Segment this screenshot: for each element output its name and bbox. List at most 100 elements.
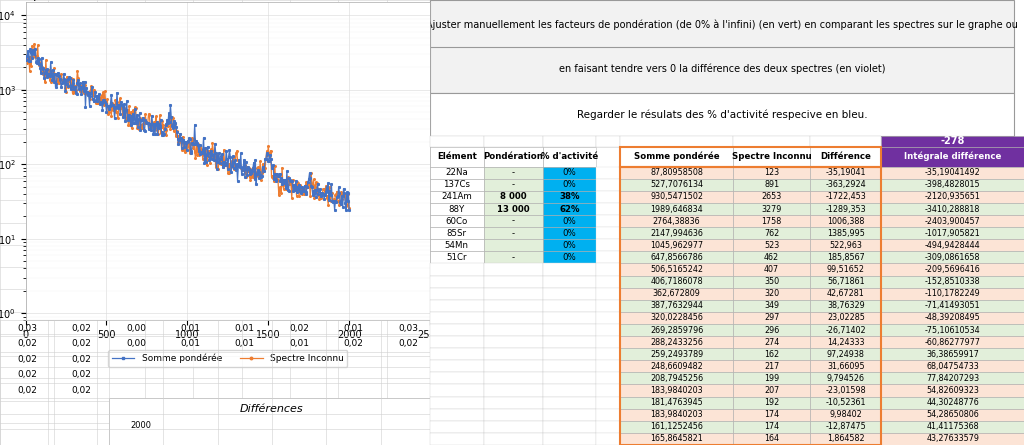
- Legend: Somme pondérée, Spectre Inconnu: Somme pondérée, Spectre Inconnu: [109, 350, 347, 367]
- Bar: [810, 275, 882, 287]
- Text: -1722,453: -1722,453: [825, 192, 866, 202]
- Bar: [882, 396, 1024, 409]
- Bar: [483, 275, 543, 287]
- Text: 0,01: 0,01: [289, 339, 309, 348]
- Text: 269,2859796: 269,2859796: [650, 326, 703, 335]
- Text: 891: 891: [764, 180, 779, 189]
- Text: 0,02: 0,02: [289, 324, 309, 333]
- Bar: [430, 215, 483, 227]
- Bar: [483, 384, 543, 396]
- Text: 320: 320: [764, 289, 779, 298]
- Text: -363,2924: -363,2924: [825, 180, 866, 189]
- Text: -398,4828015: -398,4828015: [925, 180, 981, 189]
- Bar: [882, 203, 1024, 215]
- Bar: [596, 336, 621, 348]
- Bar: [621, 146, 733, 167]
- Bar: [543, 136, 596, 146]
- Bar: [430, 409, 483, 421]
- Text: 350: 350: [764, 277, 779, 286]
- Text: 387,7632944: 387,7632944: [650, 301, 703, 310]
- Bar: [621, 239, 733, 251]
- Bar: [882, 372, 1024, 384]
- Bar: [621, 372, 733, 384]
- Bar: [882, 421, 1024, 433]
- Text: 288,2433256: 288,2433256: [650, 338, 703, 347]
- Text: 54,82609323: 54,82609323: [927, 386, 979, 395]
- Text: 22Na: 22Na: [445, 168, 468, 177]
- Bar: [483, 179, 543, 191]
- Text: % d'activité: % d'activité: [541, 152, 598, 161]
- Bar: [810, 287, 882, 300]
- Text: 406,7186078: 406,7186078: [650, 277, 702, 286]
- Text: 38,76329: 38,76329: [827, 301, 864, 310]
- Bar: [733, 300, 810, 312]
- Bar: [733, 348, 810, 360]
- Text: 183,9840203: 183,9840203: [650, 410, 702, 419]
- Text: 0,02: 0,02: [72, 339, 91, 348]
- Text: 199: 199: [764, 374, 779, 383]
- Bar: [596, 263, 621, 275]
- Bar: [882, 251, 1024, 263]
- Bar: [882, 146, 1024, 167]
- Text: 1385,995: 1385,995: [827, 229, 864, 238]
- Text: 62%: 62%: [559, 205, 580, 214]
- Text: -: -: [512, 217, 515, 226]
- Somme pondérée: [137, 115, 150, 120]
- Text: 407: 407: [764, 265, 779, 274]
- Bar: [733, 384, 810, 396]
- Text: -209,5696416: -209,5696416: [925, 265, 981, 274]
- Text: 164: 164: [764, 434, 779, 444]
- Text: 0,02: 0,02: [72, 355, 91, 364]
- Somme pondérée: [343, 207, 355, 213]
- Bar: [810, 324, 882, 336]
- Bar: [543, 336, 596, 348]
- Text: -: -: [512, 168, 515, 177]
- Text: 14,24333: 14,24333: [827, 338, 864, 347]
- Bar: [543, 300, 596, 312]
- Bar: [543, 203, 596, 215]
- Text: 0,01: 0,01: [234, 339, 255, 348]
- Text: 41,41175368: 41,41175368: [927, 422, 979, 431]
- Text: 362,672809: 362,672809: [652, 289, 700, 298]
- Text: 99,51652: 99,51652: [826, 265, 865, 274]
- Bar: [483, 191, 543, 203]
- Text: 241Am: 241Am: [441, 192, 472, 202]
- Bar: [882, 136, 1024, 146]
- Text: -10,52361: -10,52361: [825, 398, 866, 407]
- Bar: [543, 409, 596, 421]
- Text: -75,10610534: -75,10610534: [925, 326, 981, 335]
- Bar: [810, 251, 882, 263]
- Bar: [596, 348, 621, 360]
- Text: Ajuster manuellement les facteurs de pondération (de 0% à l'infini) (en vert) en: Ajuster manuellement les facteurs de pon…: [426, 19, 1018, 29]
- Spectre Inconnu: [226, 160, 239, 166]
- Text: en faisant tendre vers 0 la différence des deux spectres (en violet): en faisant tendre vers 0 la différence d…: [559, 64, 885, 74]
- Bar: [596, 312, 621, 324]
- Text: 259,2493789: 259,2493789: [650, 350, 703, 359]
- Bar: [596, 433, 621, 445]
- Text: Différence: Différence: [820, 152, 871, 161]
- Bar: [543, 239, 596, 251]
- Bar: [483, 409, 543, 421]
- Bar: [882, 348, 1024, 360]
- Bar: [543, 251, 596, 263]
- Text: Regarder le résulats des % d'activité respecive en bleu.: Regarder le résulats des % d'activité re…: [577, 109, 867, 120]
- Text: 248,6609482: 248,6609482: [650, 362, 702, 371]
- Bar: [483, 336, 543, 348]
- Bar: [810, 336, 882, 348]
- Bar: [733, 203, 810, 215]
- Text: 68,04754733: 68,04754733: [927, 362, 979, 371]
- Bar: [430, 251, 483, 263]
- Bar: [543, 360, 596, 372]
- Text: 462: 462: [764, 253, 779, 262]
- Bar: [733, 136, 810, 146]
- Line: Somme pondérée: Somme pondérée: [25, 48, 350, 211]
- Bar: [733, 409, 810, 421]
- Bar: [483, 300, 543, 312]
- Bar: [810, 360, 882, 372]
- Text: -278: -278: [940, 136, 965, 146]
- Bar: [882, 300, 1024, 312]
- Bar: [810, 191, 882, 203]
- Bar: [483, 227, 543, 239]
- Bar: [733, 336, 810, 348]
- Text: -35,19041: -35,19041: [825, 168, 866, 177]
